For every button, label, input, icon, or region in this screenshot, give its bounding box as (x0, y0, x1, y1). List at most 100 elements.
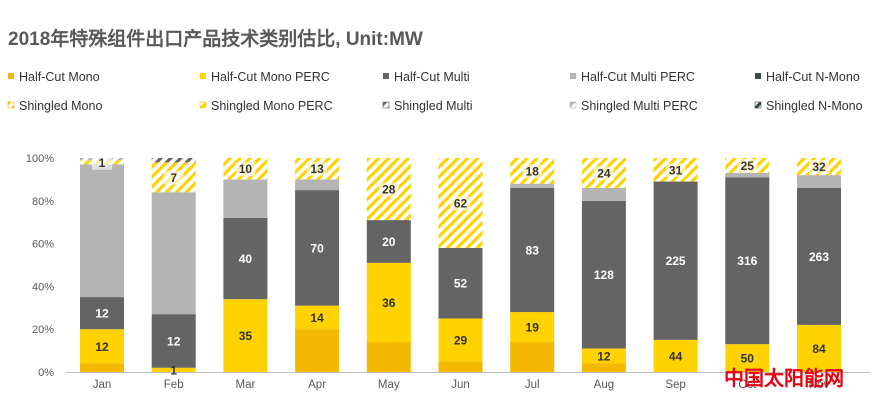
legend-swatch (383, 73, 389, 79)
bar-segment-half-cut-multi (223, 217, 268, 300)
bar-segment-half-cut-mono (510, 342, 555, 372)
data-label: 1 (170, 363, 177, 377)
legend-item-half-cut-mono-perc: Half-Cut Mono PERC (200, 70, 330, 84)
data-label-bg (92, 155, 112, 170)
data-label-bg (809, 160, 829, 175)
data-label-bg (163, 170, 184, 185)
legend-label: Shingled Multi PERC (581, 99, 698, 113)
bar-segment-half-cut-mono-perc (581, 348, 626, 364)
data-label: 50 (741, 352, 755, 366)
legend-label: Half-Cut Mono (19, 70, 100, 84)
bar-segment-half-cut-multi (653, 181, 698, 340)
bar-segment-half-cut-multi (581, 200, 626, 349)
data-label: 70 (310, 241, 324, 255)
legend-item-shingled-n-mono: Shingled N-Mono (754, 99, 863, 113)
data-label: 10 (239, 162, 253, 176)
data-label: 40 (239, 252, 253, 266)
data-label: 13 (310, 162, 324, 176)
bar-segment-half-cut-mono-perc (151, 367, 196, 372)
data-label-bg (378, 182, 399, 197)
bar-segment-half-cut-mono-perc (80, 329, 124, 364)
bar-segment-half-cut-multi-perc (295, 179, 340, 191)
bar-segment-half-cut-multi-perc (581, 187, 626, 201)
legend-item-shingled-mono: Shingled Mono (7, 99, 102, 113)
data-label: 19 (526, 321, 540, 335)
data-label-bg (665, 163, 686, 178)
x-tick-label: Jan (93, 379, 112, 391)
x-tick-label: Nov (809, 379, 830, 391)
bar-segment-shingled-multi (151, 158, 196, 163)
bar-jan (80, 158, 124, 372)
legend-item-shingled-multi-perc: Shingled Multi PERC (569, 99, 698, 113)
legend-swatch (755, 73, 761, 79)
data-label-bg (235, 162, 256, 177)
data-label: 225 (666, 254, 686, 268)
legend-item-half-cut-multi: Half-Cut Multi (383, 70, 470, 84)
bar-segment-half-cut-multi (366, 220, 411, 263)
x-tick-label: Feb (164, 379, 184, 391)
x-axis: Jan Feb Mar Apr May Jun Jul Aug Sep Oct Nov (93, 379, 830, 391)
legend-swatch (382, 101, 390, 109)
data-label: 35 (239, 329, 253, 343)
y-axis: 0% 20% 40% 60% 80% 100% (26, 153, 870, 379)
data-label-bg (593, 166, 614, 181)
data-label: 28 (382, 183, 396, 197)
data-label: 128 (594, 268, 614, 282)
legend-swatch (569, 101, 577, 109)
data-label-bg (307, 162, 328, 177)
bar-segment-half-cut-multi (295, 190, 340, 306)
legend-swatch (199, 101, 207, 109)
x-tick-label: May (378, 379, 400, 391)
bar-segment-half-cut-multi (438, 247, 483, 319)
bar-segment-half-cut-multi-perc (797, 175, 841, 188)
bar-segment-half-cut-mono-perc (653, 339, 698, 372)
bar-segment-half-cut-multi (797, 187, 841, 325)
legend-swatch (570, 73, 576, 79)
y-tick-label: 80% (32, 196, 54, 208)
data-label: 14 (310, 311, 324, 325)
data-label: 12 (167, 334, 181, 348)
legend-label: Half-Cut Multi PERC (581, 70, 695, 84)
bar-segment-half-cut-multi (510, 187, 555, 313)
bar-segment-half-cut-multi-perc (151, 192, 196, 315)
data-label: 7 (170, 171, 177, 185)
bar-segment-half-cut-multi-perc (510, 183, 555, 188)
data-label: 83 (526, 244, 540, 258)
data-label: 32 (812, 160, 826, 174)
data-label: 29 (454, 333, 468, 347)
legend-swatch (8, 73, 14, 79)
x-tick-label: Mar (235, 379, 255, 391)
data-label: 24 (597, 166, 611, 180)
data-label: 36 (382, 296, 396, 310)
x-tick-label: Jun (451, 379, 470, 391)
legend-label: Shingled Mono PERC (211, 99, 333, 113)
legend-item-half-cut-mono: Half-Cut Mono (8, 70, 100, 84)
bar-segment-half-cut-multi-perc (80, 164, 124, 298)
x-tick-label: Sep (665, 379, 685, 391)
bar-mar (223, 158, 268, 372)
bar-segment-half-cut-mono-perc (797, 324, 841, 372)
chart-title: 2018年特殊组件出口产品技术类别估比, Unit:MW (8, 29, 423, 50)
y-tick-label: 60% (32, 239, 54, 251)
bar-segment-half-cut-mono (80, 363, 124, 372)
data-label: 44 (669, 349, 683, 363)
bar-segment-half-cut-mono (366, 342, 411, 372)
legend-swatch (7, 101, 15, 109)
bar-segment-half-cut-mono-perc (366, 262, 411, 343)
bar-nov (797, 158, 841, 372)
data-label: 1 (99, 156, 106, 170)
bar-aug (581, 158, 626, 372)
data-label: 12 (597, 349, 611, 363)
bar-oct (725, 158, 770, 372)
watermark: 中国太阳能网 (724, 368, 844, 390)
legend-label: Shingled Mono (19, 99, 102, 113)
data-labels: 12 12 1 1 12 7 35 40 10 14 70 13 36 20 28 29 52 62 19 83 18 1… (92, 155, 829, 377)
legend-item-shingled-mono-perc: Shingled Mono PERC (199, 99, 333, 113)
legend-label: Shingled N-Mono (766, 99, 863, 113)
legend-item-half-cut-n-mono: Half-Cut N-Mono (755, 70, 860, 84)
data-label-bg (450, 196, 471, 211)
y-tick-label: 100% (26, 153, 54, 165)
bar-segment-half-cut-multi-perc (725, 172, 770, 178)
bar-segment-half-cut-mono-perc (295, 305, 340, 330)
